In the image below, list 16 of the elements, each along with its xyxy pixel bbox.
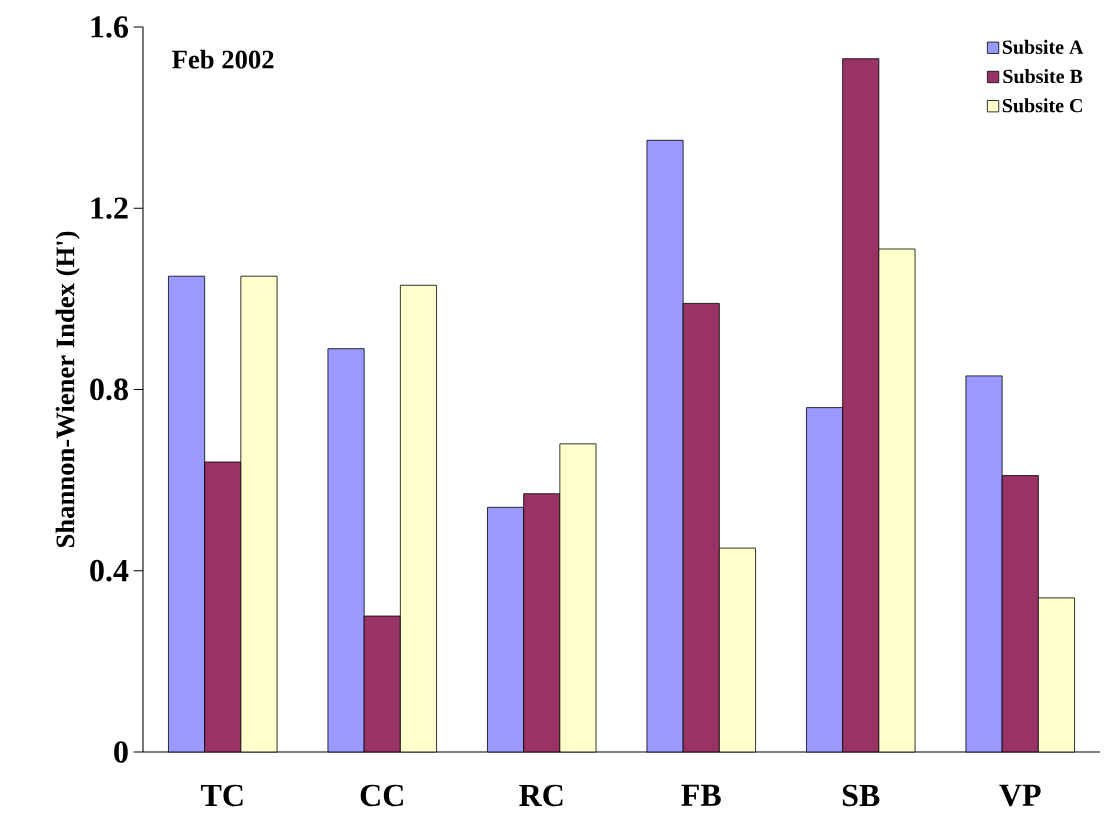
x-tick-label: VP [999,784,1041,807]
x-tick-label: TC [201,784,243,807]
y-tick-label: 1.6 [91,16,129,38]
x-tick-label: SB [842,784,880,807]
y-tick-label: 0.8 [90,378,128,401]
legend-label: Subsite C [1002,98,1082,113]
annotation: Feb 2002 [172,49,274,69]
y-tick-label: 1.2 [91,197,128,220]
y-tick-label: 0.4 [90,559,129,582]
x-tick-label: FB [681,784,721,806]
y-tick-label: 0 [114,741,128,763]
legend-label: Subsite A [1002,39,1084,54]
x-tick-label: CC [360,784,403,807]
legend-label: Subsite B [1003,69,1083,84]
x-tick-label: RC [519,784,563,807]
y-axis-title: Shannon-Wiener Index (H') [55,231,80,548]
